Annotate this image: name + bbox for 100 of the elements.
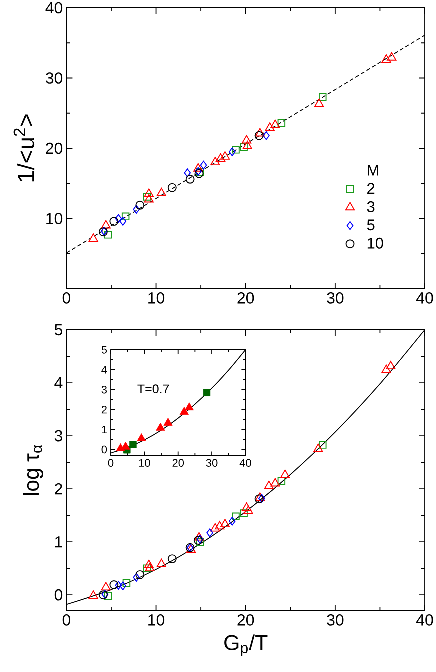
- point: [206, 528, 214, 538]
- legend-label: 3: [367, 201, 375, 212]
- x-tick-label: 10: [148, 614, 165, 626]
- x-tick-label: 0: [62, 614, 71, 626]
- point: [136, 570, 145, 580]
- point: [265, 122, 275, 132]
- point: [156, 558, 166, 568]
- point: [194, 532, 204, 541]
- point: [242, 502, 252, 512]
- point: [180, 407, 189, 415]
- y-tick-label: 0: [54, 589, 63, 601]
- x-tick-label: 0: [62, 292, 71, 304]
- point: [130, 441, 137, 448]
- y-tick-label: 4: [102, 366, 108, 374]
- x-tick-label: 20: [238, 292, 254, 304]
- x-tick-label: 30: [206, 459, 218, 468]
- point: [88, 590, 98, 600]
- point: [110, 580, 119, 590]
- x-tick-label: 40: [416, 614, 434, 626]
- point: [263, 131, 270, 140]
- annotation: T=0.7: [138, 384, 170, 394]
- point: [210, 157, 220, 166]
- point: [145, 563, 155, 572]
- y-tick-label: 5: [102, 346, 108, 354]
- point: [232, 146, 240, 154]
- point: [122, 580, 131, 588]
- point: [194, 163, 204, 172]
- legend-label: 10: [368, 238, 384, 249]
- point: [196, 538, 204, 546]
- x-tick-label: 10: [148, 292, 165, 304]
- point: [120, 217, 127, 226]
- x-tick-label: 0: [108, 459, 114, 468]
- point: [184, 402, 194, 411]
- point: [254, 494, 264, 504]
- point: [242, 135, 252, 144]
- point: [156, 422, 166, 431]
- y-tick-label: 30: [46, 72, 63, 84]
- y-tick-label: 40: [46, 2, 63, 14]
- point: [210, 523, 220, 532]
- point: [156, 188, 166, 196]
- point: [115, 214, 122, 224]
- point: [244, 506, 254, 514]
- point: [255, 128, 265, 137]
- x-tick-label: 20: [172, 459, 184, 468]
- point: [133, 573, 140, 582]
- point: [255, 492, 265, 502]
- point: [144, 194, 154, 203]
- y-tick-label: 0: [102, 446, 108, 454]
- point: [278, 119, 286, 128]
- point: [144, 560, 154, 568]
- point: [229, 517, 236, 526]
- y-tick-label: 2: [55, 483, 62, 495]
- point: [254, 131, 264, 140]
- x-tick-label: 30: [327, 614, 344, 626]
- x-tick-label: 30: [327, 292, 344, 304]
- point: [200, 160, 208, 170]
- point: [270, 120, 280, 128]
- point: [387, 52, 397, 61]
- x-tick-label: 10: [139, 459, 150, 468]
- point: [137, 434, 146, 442]
- point: [194, 536, 203, 545]
- point: [110, 217, 119, 226]
- point: [314, 444, 324, 452]
- y-tick-label: 10: [46, 213, 63, 224]
- point: [216, 154, 226, 162]
- point: [143, 193, 152, 201]
- point: [101, 220, 111, 229]
- legend-label: 5: [367, 220, 375, 231]
- point: [270, 478, 280, 487]
- point: [264, 480, 274, 490]
- point: [280, 470, 290, 478]
- point: [115, 581, 122, 590]
- y-tick-label: 1: [102, 426, 107, 434]
- point: [102, 590, 109, 599]
- point: [168, 554, 177, 564]
- y-tick-label: 3: [54, 430, 62, 442]
- point: [203, 389, 211, 396]
- x-tick-label: 20: [238, 614, 254, 626]
- x-tick-label: 40: [240, 459, 252, 468]
- point: [382, 364, 392, 374]
- point: [240, 510, 248, 518]
- y-tick-label: 5: [54, 324, 63, 336]
- point: [88, 234, 98, 242]
- y-tick-label: 2: [102, 406, 107, 414]
- point: [319, 441, 327, 449]
- point: [314, 98, 324, 108]
- point: [242, 140, 252, 150]
- point: [215, 521, 225, 530]
- point: [186, 174, 195, 184]
- point: [220, 519, 230, 528]
- point: [136, 200, 145, 210]
- legend-label: 2: [368, 183, 375, 194]
- point: [120, 582, 127, 590]
- point: [122, 212, 130, 221]
- point: [319, 93, 327, 102]
- point: [220, 151, 230, 160]
- point: [258, 494, 266, 503]
- point: [168, 183, 177, 192]
- y-tick-label: 4: [54, 378, 63, 389]
- legend-title: M: [368, 165, 378, 176]
